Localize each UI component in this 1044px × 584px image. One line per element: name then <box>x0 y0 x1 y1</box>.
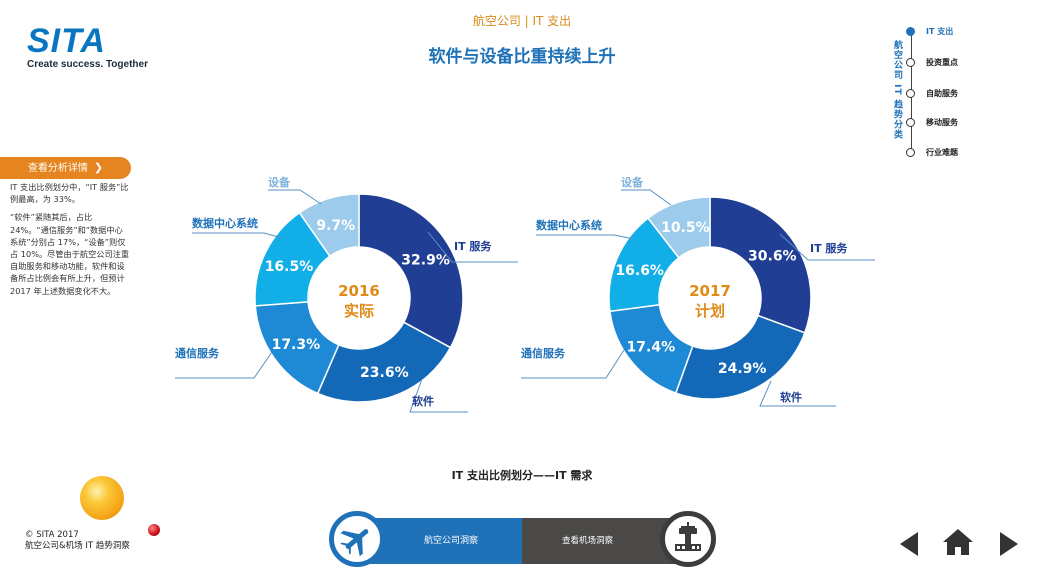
callout-line <box>175 351 273 379</box>
donut-slice <box>358 193 464 349</box>
donut-slice <box>298 193 360 258</box>
chevron-right-icon: ❯ <box>93 161 104 174</box>
view-analysis-label: 查看分析详情 <box>27 163 88 174</box>
nav-dot-icon <box>906 117 915 127</box>
analysis-paragraph: IT 支出比例划分中，“IT 服务”比例最高，为 33%。 <box>10 182 129 205</box>
copyright-line: 航空公司&机场 IT 趋势洞察 <box>25 541 130 551</box>
page-title: 软件与设备比重持续上升 <box>428 47 616 67</box>
callout-line <box>621 189 672 206</box>
copyright-line: © SITA 2017 <box>25 530 79 540</box>
airline-insight-tab[interactable]: 航空公司洞察 <box>360 518 522 564</box>
callout-line <box>759 380 836 407</box>
slice-category-label: 通信服务 <box>521 346 566 360</box>
callout-line <box>779 233 875 261</box>
next-page-arrow-icon[interactable] <box>1000 532 1018 556</box>
slice-value-label: 23.6% <box>360 365 409 381</box>
airport-insight-tab[interactable]: 查看机场洞察 <box>522 518 684 564</box>
slice-value-label: 17.4% <box>627 340 676 356</box>
center-year-label: 2017 <box>689 282 731 300</box>
side-nav-label: 移动服务 <box>926 117 958 127</box>
nav-dot-icon <box>906 57 915 67</box>
side-nav-label: IT 支出 <box>926 26 954 36</box>
analysis-paragraph: “软件”紧随其后，占比 24%。“通信服务”和“数据中心系统”分别占 17%，“… <box>10 212 130 296</box>
view-analysis-button[interactable]: 查看分析详情 ❯ <box>0 157 131 179</box>
side-nav-item-investment[interactable]: 投资重点 <box>906 56 958 68</box>
callout-line <box>268 189 322 205</box>
slice-value-label: 9.7% <box>316 218 355 234</box>
home-button[interactable] <box>942 528 974 560</box>
airplane-icon <box>340 529 369 557</box>
slice-category-label: 设备 <box>268 175 291 189</box>
slice-value-label: 17.3% <box>272 337 321 353</box>
slice-category-label: 设备 <box>621 175 644 189</box>
callout-line <box>409 378 468 413</box>
slice-category-label: 数据中心系统 <box>192 216 258 230</box>
slice-value-label: 16.5% <box>265 259 314 275</box>
slice-category-label: IT 服务 <box>810 241 848 255</box>
slice-value-label: 30.6% <box>748 248 797 264</box>
copyright: © SITA 2017 航空公司&机场 IT 趋势洞察 <box>25 530 130 552</box>
nav-dot-active-icon <box>906 26 915 36</box>
slice-value-label: 24.9% <box>718 361 767 377</box>
donut-center <box>309 248 409 348</box>
nav-dot-icon <box>906 88 915 98</box>
sita-orb-icon <box>80 476 124 520</box>
slice-value-label: 32.9% <box>401 252 450 268</box>
slice-category-label: IT 服务 <box>454 239 492 253</box>
slice-category-label: 软件 <box>780 390 802 404</box>
callout-line <box>536 234 635 240</box>
donut-center <box>660 248 760 348</box>
center-year-label: 2016 <box>338 282 380 300</box>
donut-slice <box>316 321 452 403</box>
sita-logo: SITA <box>27 22 106 60</box>
side-nav-item-challenges[interactable]: 行业难题 <box>906 146 958 158</box>
side-nav-label: 自助服务 <box>926 88 958 98</box>
donut-slice <box>709 196 812 334</box>
control-tower-icon <box>675 522 701 551</box>
donut-slice <box>647 196 711 259</box>
side-nav-title: 航空公司 IT 趋势分类 <box>892 40 902 140</box>
callout-line <box>192 232 283 239</box>
previous-page-arrow-icon[interactable] <box>900 532 918 556</box>
airline-insight-button[interactable] <box>329 511 385 567</box>
side-nav-label: 投资重点 <box>926 57 958 67</box>
chart-caption: IT 支出比例划分——IT 需求 <box>451 469 593 482</box>
home-icon <box>943 529 973 555</box>
center-type-label: 实际 <box>344 302 374 320</box>
airport-insight-button[interactable] <box>660 511 716 567</box>
slice-category-label: 软件 <box>412 394 434 408</box>
logo-tagline: Create success. Together <box>27 59 148 70</box>
slice-category-label: 数据中心系统 <box>536 218 602 232</box>
slice-category-label: 通信服务 <box>175 346 220 360</box>
side-nav-label: 行业难题 <box>926 147 958 157</box>
slice-value-label: 16.6% <box>615 263 664 279</box>
callout-line <box>427 231 518 263</box>
analysis-text: IT 支出比例划分中，“IT 服务”比例最高，为 33%。 “软件”紧随其后，占… <box>10 181 130 303</box>
side-nav-item-it-spend[interactable]: IT 支出 <box>906 25 953 37</box>
center-type-label: 计划 <box>695 302 725 320</box>
side-nav-item-self-service[interactable]: 自助服务 <box>906 87 958 99</box>
red-dot-icon <box>148 524 160 536</box>
donut-slice <box>674 314 806 400</box>
slice-value-label: 10.5% <box>661 220 710 236</box>
callout-line <box>521 349 625 379</box>
nav-dot-icon <box>906 147 915 157</box>
side-nav-item-mobile[interactable]: 移动服务 <box>906 116 958 128</box>
section-breadcrumb: 航空公司 | IT 支出 <box>472 14 572 28</box>
